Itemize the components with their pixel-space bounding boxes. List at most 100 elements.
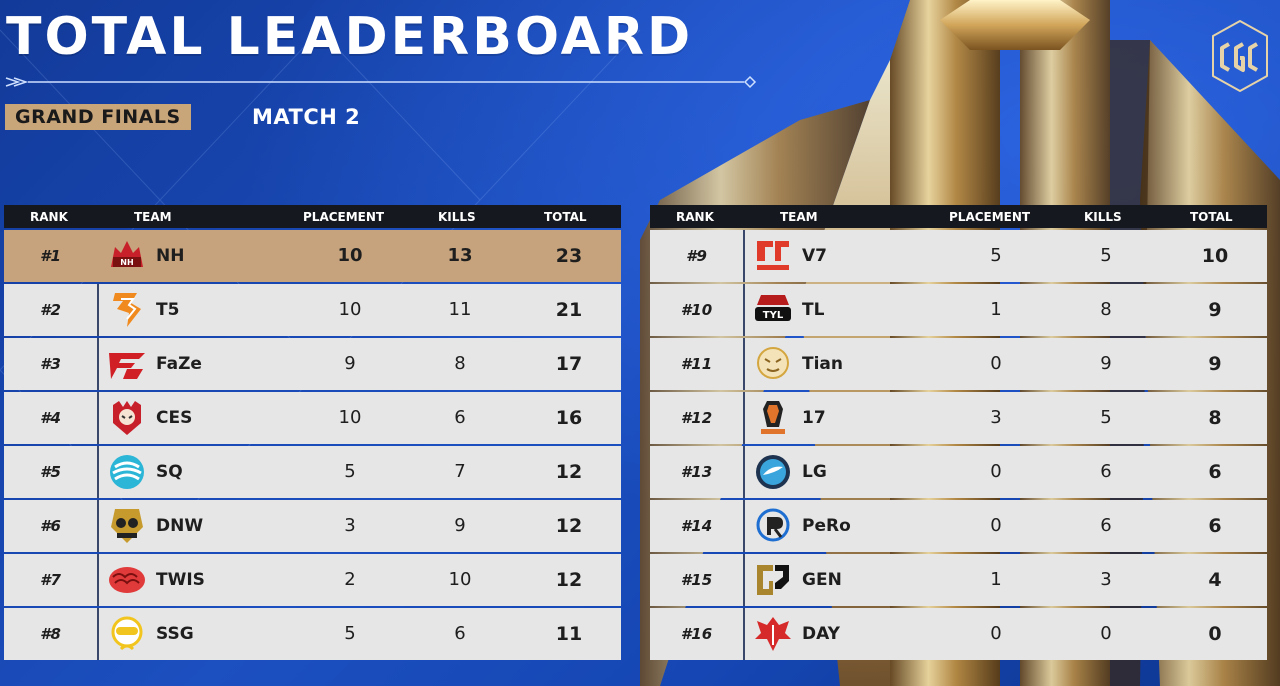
dnw-logo-icon bbox=[107, 507, 147, 545]
table-row: #10 TYL TL 1 8 9 bbox=[650, 284, 1267, 336]
team-name: Tian bbox=[802, 338, 843, 390]
table-row: #8 SSG 5 6 11 bbox=[4, 608, 621, 660]
kills-cell: 6 bbox=[1076, 500, 1136, 552]
team-name: TL bbox=[802, 284, 824, 336]
placement-cell: 9 bbox=[320, 338, 380, 390]
table-row: #9 V7 5 5 10 bbox=[650, 230, 1267, 282]
rank-cell: #11 bbox=[650, 338, 743, 390]
placement-cell: 10 bbox=[320, 230, 380, 282]
v7-logo-icon bbox=[753, 237, 793, 275]
rank-cell: #5 bbox=[4, 446, 97, 498]
rank-cell: #3 bbox=[4, 338, 97, 390]
rank-cell: #10 bbox=[650, 284, 743, 336]
team-name: FaZe bbox=[156, 338, 202, 390]
placement-cell: 3 bbox=[320, 500, 380, 552]
placement-cell: 0 bbox=[966, 500, 1026, 552]
team-name: SQ bbox=[156, 446, 183, 498]
rank-cell: #14 bbox=[650, 500, 743, 552]
team-name: DNW bbox=[156, 500, 203, 552]
header-placement: PLACEMENT bbox=[303, 210, 384, 224]
total-cell: 6 bbox=[1185, 446, 1245, 498]
header-rank: RANK bbox=[30, 210, 68, 224]
kills-cell: 10 bbox=[430, 554, 490, 606]
placement-cell: 5 bbox=[966, 230, 1026, 282]
rank-cell: #1 bbox=[4, 230, 97, 282]
header-rank: RANK bbox=[676, 210, 714, 224]
table-row: #3 FaZe 9 8 17 bbox=[4, 338, 621, 390]
table-row: #7 TWIS 2 10 12 bbox=[4, 554, 621, 606]
team-name: PeRo bbox=[802, 500, 851, 552]
placement-cell: 2 bbox=[320, 554, 380, 606]
total-cell: 4 bbox=[1185, 554, 1245, 606]
leaderboard-table-left: RANK TEAM PLACEMENT KILLS TOTAL #1 NH NH… bbox=[4, 205, 621, 660]
table-row: #2 T5 10 11 21 bbox=[4, 284, 621, 336]
table-row: #6 DNW 3 9 12 bbox=[4, 500, 621, 552]
team-name: 17 bbox=[802, 392, 826, 444]
team-name: T5 bbox=[156, 284, 179, 336]
kills-cell: 0 bbox=[1076, 608, 1136, 660]
header-kills: KILLS bbox=[438, 210, 476, 224]
header-placement: PLACEMENT bbox=[949, 210, 1030, 224]
kills-cell: 8 bbox=[430, 338, 490, 390]
table-header: RANK TEAM PLACEMENT KILLS TOTAL bbox=[650, 205, 1267, 228]
team-name: SSG bbox=[156, 608, 194, 660]
team-name: GEN bbox=[802, 554, 842, 606]
title-underline bbox=[4, 74, 764, 90]
match-label: MATCH 2 bbox=[252, 104, 360, 131]
placement-cell: 3 bbox=[966, 392, 1026, 444]
rank-cell: #8 bbox=[4, 608, 97, 660]
placement-cell: 10 bbox=[320, 392, 380, 444]
kills-cell: 5 bbox=[1076, 230, 1136, 282]
ces-logo-icon bbox=[107, 399, 147, 437]
total-cell: 12 bbox=[539, 446, 599, 498]
placement-cell: 0 bbox=[966, 446, 1026, 498]
total-cell: 21 bbox=[539, 284, 599, 336]
placement-cell: 5 bbox=[320, 446, 380, 498]
t5-logo-icon bbox=[107, 291, 147, 329]
rank-cell: #15 bbox=[650, 554, 743, 606]
pero-logo-icon bbox=[753, 507, 793, 545]
placement-cell: 10 bbox=[320, 284, 380, 336]
lg-logo-icon bbox=[753, 453, 793, 491]
team-name: DAY bbox=[802, 608, 840, 660]
kills-cell: 11 bbox=[430, 284, 490, 336]
team-name: TWIS bbox=[156, 554, 205, 606]
kills-cell: 5 bbox=[1076, 392, 1136, 444]
rank-cell: #9 bbox=[650, 230, 743, 282]
table-row: #14 PeRo 0 6 6 bbox=[650, 500, 1267, 552]
placement-cell: 0 bbox=[966, 338, 1026, 390]
nh-logo-icon: NH bbox=[107, 237, 147, 275]
placement-cell: 1 bbox=[966, 554, 1026, 606]
table-row: #16 DAY 0 0 0 bbox=[650, 608, 1267, 660]
total-cell: 8 bbox=[1185, 392, 1245, 444]
twis-logo-icon bbox=[107, 561, 147, 599]
table-row: #1 NH NH 10 13 23 bbox=[4, 230, 621, 282]
table-row: #4 CES 10 6 16 bbox=[4, 392, 621, 444]
stage-badge: GRAND FINALS bbox=[5, 104, 191, 130]
cgc-logo-icon bbox=[1209, 18, 1271, 94]
table-row: #11 Tian 0 9 9 bbox=[650, 338, 1267, 390]
header-total: TOTAL bbox=[544, 210, 587, 224]
total-cell: 12 bbox=[539, 554, 599, 606]
kills-cell: 8 bbox=[1076, 284, 1136, 336]
team-name: V7 bbox=[802, 230, 827, 282]
total-cell: 11 bbox=[539, 608, 599, 660]
kills-cell: 6 bbox=[430, 608, 490, 660]
placement-cell: 1 bbox=[966, 284, 1026, 336]
kills-cell: 7 bbox=[430, 446, 490, 498]
header-kills: KILLS bbox=[1084, 210, 1122, 224]
placement-cell: 0 bbox=[966, 608, 1026, 660]
rank-cell: #7 bbox=[4, 554, 97, 606]
svg-text:NH: NH bbox=[120, 258, 133, 267]
ssg-logo-icon bbox=[107, 615, 147, 653]
kills-cell: 13 bbox=[430, 230, 490, 282]
team-name: NH bbox=[156, 230, 184, 282]
rank-cell: #4 bbox=[4, 392, 97, 444]
rank-cell: #16 bbox=[650, 608, 743, 660]
total-cell: 10 bbox=[1185, 230, 1245, 282]
rank-cell: #6 bbox=[4, 500, 97, 552]
sq-logo-icon bbox=[107, 453, 147, 491]
kills-cell: 6 bbox=[1076, 446, 1136, 498]
header-team: TEAM bbox=[780, 210, 818, 224]
kills-cell: 3 bbox=[1076, 554, 1136, 606]
